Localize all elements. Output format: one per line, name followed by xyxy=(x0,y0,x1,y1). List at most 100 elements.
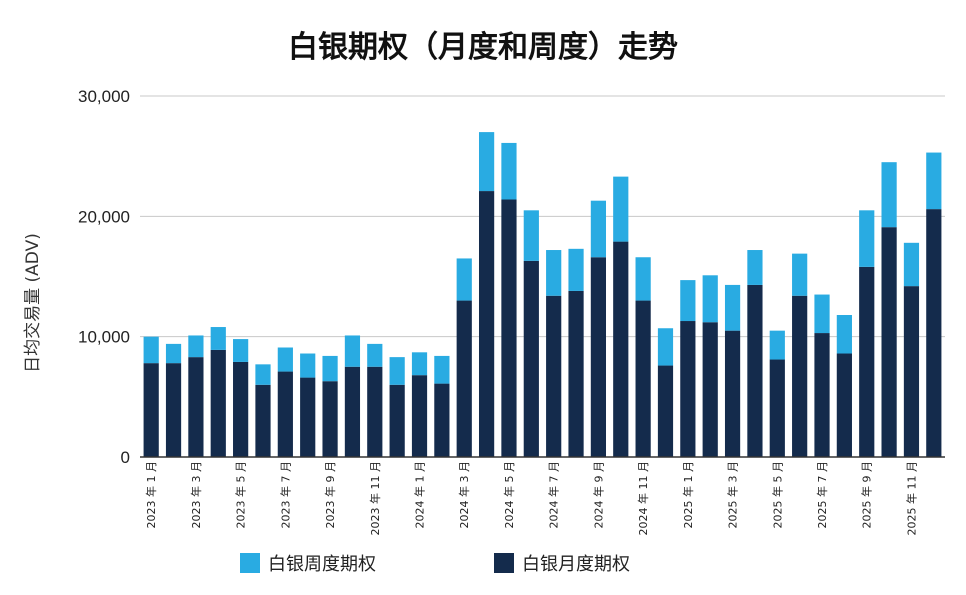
bar-weekly xyxy=(859,210,875,267)
bar-monthly xyxy=(300,377,316,457)
bars xyxy=(143,132,942,457)
bar-weekly xyxy=(926,152,942,210)
bar-monthly xyxy=(322,381,338,457)
bar-monthly xyxy=(903,286,920,457)
bar-monthly xyxy=(680,321,696,457)
bar-weekly xyxy=(501,142,517,200)
x-tick-label: 2023 年 1 月 xyxy=(144,461,158,528)
bar-weekly xyxy=(568,248,584,291)
bar-monthly xyxy=(277,371,293,457)
x-tick-label: 2024 年 7 月 xyxy=(547,461,561,528)
y-axis-ticks: 0 10,000 20,000 30,000 xyxy=(78,87,130,467)
x-tick-label: 2023 年 11 月 xyxy=(368,461,382,535)
bar-weekly xyxy=(680,280,696,322)
bar-weekly xyxy=(635,257,651,301)
bar-weekly xyxy=(344,335,361,367)
legend-item-monthly: 白银月度期权 xyxy=(494,550,630,576)
bar-weekly xyxy=(814,294,830,334)
bar-weekly xyxy=(523,210,539,261)
bar-weekly xyxy=(702,275,718,323)
legend-item-weekly: 白银周度期权 xyxy=(240,550,376,576)
bar-weekly xyxy=(233,339,249,362)
chart-title: 白银期权（月度和周度）走势 xyxy=(288,30,678,65)
bar-monthly xyxy=(478,191,495,457)
bar-monthly xyxy=(926,209,942,457)
bar-monthly xyxy=(859,266,875,457)
bar-weekly xyxy=(613,176,629,242)
bar-monthly xyxy=(613,241,629,457)
bar-monthly xyxy=(233,361,249,457)
bar-weekly xyxy=(881,162,897,228)
x-tick-label: 2025 年 1 月 xyxy=(681,461,695,528)
bar-monthly xyxy=(165,363,182,457)
legend-label-weekly: 白银周度期权 xyxy=(268,554,376,575)
y-tick-label: 10,000 xyxy=(78,328,130,347)
bar-weekly xyxy=(165,343,182,364)
bar-monthly xyxy=(434,383,450,457)
bar-monthly xyxy=(657,365,674,457)
bar-weekly xyxy=(300,353,316,378)
x-tick-label: 2023 年 3 月 xyxy=(189,461,203,528)
bar-weekly xyxy=(792,253,808,296)
bar-monthly xyxy=(814,333,830,457)
bar-monthly xyxy=(456,300,472,457)
bar-monthly xyxy=(836,353,852,457)
bar-weekly xyxy=(546,250,562,296)
x-tick-label: 2023 年 7 月 xyxy=(278,461,292,528)
x-tick-label: 2024 年 3 月 xyxy=(457,461,471,528)
bar-weekly xyxy=(836,315,852,354)
bar-weekly xyxy=(322,355,338,382)
bar-monthly xyxy=(523,260,539,457)
x-tick-label: 2024 年 9 月 xyxy=(591,461,605,528)
bar-monthly xyxy=(635,300,651,457)
bar-weekly xyxy=(657,328,674,366)
bar-monthly xyxy=(747,284,763,457)
bar-monthly xyxy=(590,257,607,457)
bar-monthly xyxy=(792,295,808,457)
y-axis-label: 日均交易量 (ADV) xyxy=(23,233,43,373)
bar-monthly xyxy=(501,199,517,457)
bar-monthly xyxy=(188,357,204,457)
x-tick-label: 2024 年 1 月 xyxy=(413,461,427,528)
bar-weekly xyxy=(590,200,607,258)
bar-weekly xyxy=(210,327,226,350)
legend-swatch-weekly xyxy=(240,553,260,573)
bar-monthly xyxy=(389,384,405,457)
gridlines xyxy=(140,95,945,338)
bar-weekly xyxy=(724,284,741,331)
x-tick-label: 2024 年 5 月 xyxy=(502,461,516,528)
bar-monthly xyxy=(344,366,361,457)
bar-weekly xyxy=(143,336,159,364)
x-tick-label: 2023 年 5 月 xyxy=(234,461,248,528)
x-tick-label: 2025 年 11 月 xyxy=(904,461,918,535)
bar-weekly xyxy=(367,343,383,367)
bar-weekly xyxy=(389,357,405,385)
x-tick-label: 2025 年 3 月 xyxy=(726,461,740,528)
bar-weekly xyxy=(903,242,920,287)
y-tick-label: 30,000 xyxy=(78,87,130,106)
bar-weekly xyxy=(188,335,204,358)
x-tick-label: 2023 年 9 月 xyxy=(323,461,337,528)
bar-monthly xyxy=(546,295,562,457)
bar-weekly xyxy=(478,132,495,192)
bar-monthly xyxy=(769,359,785,457)
bar-weekly xyxy=(411,352,428,376)
bar-monthly xyxy=(881,227,897,457)
bar-monthly xyxy=(568,290,584,457)
bar-weekly xyxy=(255,364,271,385)
bar-monthly xyxy=(210,349,226,457)
bar-weekly xyxy=(747,250,763,285)
legend-swatch-monthly xyxy=(494,553,514,573)
x-tick-label: 2025 年 5 月 xyxy=(770,461,784,528)
bar-weekly xyxy=(769,330,785,360)
stacked-bar-chart: 0 10,000 20,000 30,000 2023 年 1 月 2023 年 3 月… xyxy=(23,87,945,535)
y-tick-label: 20,000 xyxy=(78,207,130,226)
bar-weekly xyxy=(456,258,472,301)
bar-monthly xyxy=(255,384,271,457)
x-tick-label: 2025 年 9 月 xyxy=(860,461,874,528)
x-axis-ticks: 2023 年 1 月 2023 年 3 月 2023 年 5 月 2023 年 7 月… xyxy=(144,461,918,535)
bar-weekly xyxy=(434,355,450,384)
bar-monthly xyxy=(702,322,718,457)
bar-monthly xyxy=(411,375,428,457)
legend-label-monthly: 白银月度期权 xyxy=(522,554,630,575)
